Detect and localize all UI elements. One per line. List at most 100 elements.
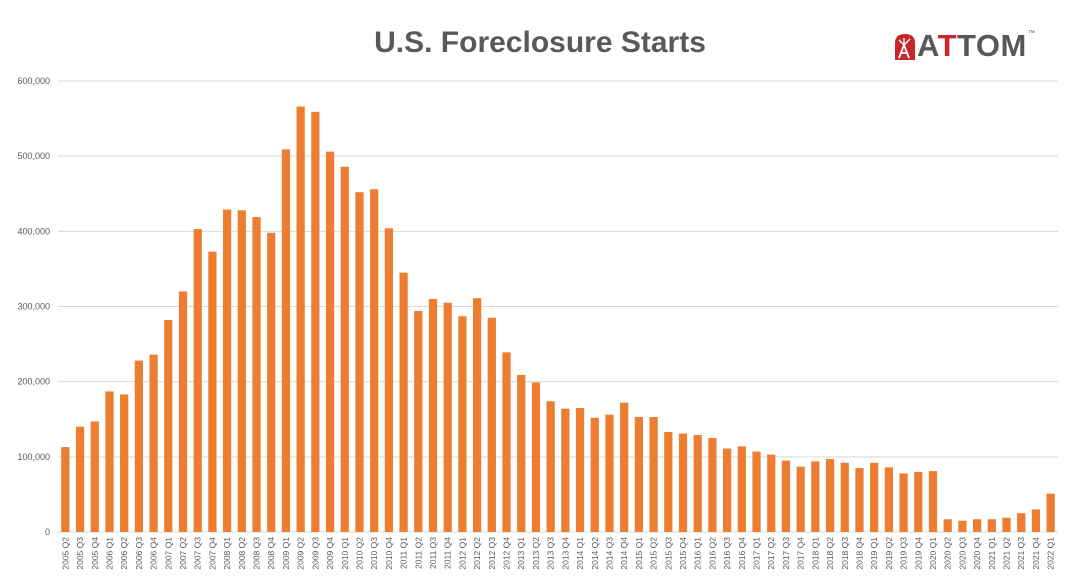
x-tick-label: 2008 Q3 xyxy=(252,537,262,570)
bar xyxy=(620,402,629,532)
x-tick-label: 2020 Q4 xyxy=(972,537,982,570)
bar xyxy=(855,468,864,532)
x-tick-label: 2014 Q3 xyxy=(604,537,614,570)
bar xyxy=(840,462,849,532)
x-tick-label: 2019 Q2 xyxy=(884,537,894,570)
x-tick-label: 2021 Q1 xyxy=(987,537,997,570)
x-tick-label: 2016 Q3 xyxy=(722,537,732,570)
bar xyxy=(120,394,129,532)
bar xyxy=(75,426,85,532)
bar xyxy=(487,317,496,532)
bar xyxy=(870,462,879,532)
bar xyxy=(517,374,526,532)
x-tick-label: 2018 Q1 xyxy=(810,537,820,570)
x-tick-label: 2010 Q3 xyxy=(369,537,379,570)
bar xyxy=(134,360,143,532)
bar xyxy=(178,291,188,532)
x-tick-label: 2010 Q1 xyxy=(340,537,350,570)
bar xyxy=(355,192,364,532)
x-tick-label: 2016 Q4 xyxy=(737,537,747,570)
bar xyxy=(737,446,746,532)
bar xyxy=(370,189,379,533)
y-tick-label: 500,000 xyxy=(17,151,50,161)
attom-logo-icon xyxy=(895,33,915,60)
bar xyxy=(384,228,393,532)
bar xyxy=(943,519,952,532)
bar xyxy=(575,407,585,532)
x-tick-label: 2018 Q4 xyxy=(854,537,864,570)
bar xyxy=(267,232,276,532)
bar xyxy=(164,320,173,532)
bar xyxy=(325,151,335,532)
bar xyxy=(105,391,114,532)
bar xyxy=(811,461,820,532)
x-tick-label: 2013 Q3 xyxy=(546,537,556,570)
bar xyxy=(473,298,482,532)
x-tick-label: 2011 Q3 xyxy=(428,537,438,569)
bar xyxy=(149,354,158,532)
bar xyxy=(1046,493,1055,532)
bar xyxy=(428,298,438,532)
bar xyxy=(752,451,761,532)
bar xyxy=(958,520,967,532)
bar xyxy=(590,417,599,532)
attom-logo-text: ATTOM xyxy=(917,28,1027,63)
x-tick-label: 2020 Q1 xyxy=(928,537,938,570)
x-tick-label: 2006 Q2 xyxy=(119,537,129,570)
bar xyxy=(928,471,938,532)
bar xyxy=(664,432,673,532)
x-tick-label: 2010 Q2 xyxy=(354,537,364,570)
x-tick-label: 2008 Q1 xyxy=(222,537,232,570)
bar xyxy=(561,408,570,532)
x-tick-label: 2021 Q4 xyxy=(1031,537,1041,570)
x-tick-label: 2016 Q2 xyxy=(707,537,717,570)
bar xyxy=(634,416,643,532)
bar xyxy=(340,166,349,532)
x-tick-label: 2019 Q4 xyxy=(913,537,923,570)
y-tick-label: 200,000 xyxy=(17,377,50,387)
bar xyxy=(1017,513,1026,532)
x-tick-label: 2021 Q2 xyxy=(1002,537,1012,570)
x-tick-label: 2015 Q1 xyxy=(634,537,644,570)
x-tick-label: 2013 Q2 xyxy=(531,537,541,570)
x-tick-label: 2022 Q1 xyxy=(1046,537,1056,570)
bar xyxy=(708,438,717,532)
bar xyxy=(649,416,658,532)
bar xyxy=(502,352,511,532)
x-tick-label: 2017 Q4 xyxy=(796,537,806,570)
x-tick-label: 2015 Q4 xyxy=(678,537,688,570)
y-tick-label: 0 xyxy=(45,527,50,537)
attom-logo-wordmark: ATTOM xyxy=(917,30,1027,61)
x-tick-label: 2005 Q2 xyxy=(60,537,70,570)
x-tick-label: 2009 Q4 xyxy=(325,537,335,570)
y-tick-label: 300,000 xyxy=(17,302,50,312)
x-tick-label: 2011 Q1 xyxy=(399,537,409,569)
x-tick-label: 2014 Q1 xyxy=(575,537,585,570)
bar xyxy=(252,217,261,532)
x-tick-label: 2005 Q4 xyxy=(90,537,100,570)
bar xyxy=(884,467,893,532)
x-tick-label: 2007 Q1 xyxy=(163,537,173,570)
x-tick-label: 2013 Q1 xyxy=(516,537,526,570)
bar xyxy=(399,272,408,532)
x-tick-label: 2010 Q4 xyxy=(384,537,394,570)
bar xyxy=(546,401,555,532)
y-tick-label: 100,000 xyxy=(17,452,50,462)
x-tick-label: 2005 Q3 xyxy=(75,537,85,570)
x-tick-label: 2015 Q3 xyxy=(663,537,673,570)
attom-logo: ATTOM ™ xyxy=(893,30,1035,61)
x-tick-label: 2018 Q3 xyxy=(840,537,850,570)
x-tick-label: 2014 Q2 xyxy=(590,537,600,570)
x-tick-label: 2012 Q2 xyxy=(472,537,482,570)
x-tick-label: 2008 Q4 xyxy=(266,537,276,570)
x-tick-label: 2008 Q2 xyxy=(237,537,247,570)
x-tick-label: 2009 Q1 xyxy=(281,537,291,570)
bar xyxy=(311,111,320,533)
bar xyxy=(61,447,70,532)
x-tick-label: 2011 Q4 xyxy=(443,537,453,569)
x-tick-label: 2017 Q1 xyxy=(752,537,762,570)
bar xyxy=(767,454,776,532)
x-tick-label: 2020 Q2 xyxy=(943,537,953,570)
attom-logo-trademark: ™ xyxy=(1027,30,1035,37)
